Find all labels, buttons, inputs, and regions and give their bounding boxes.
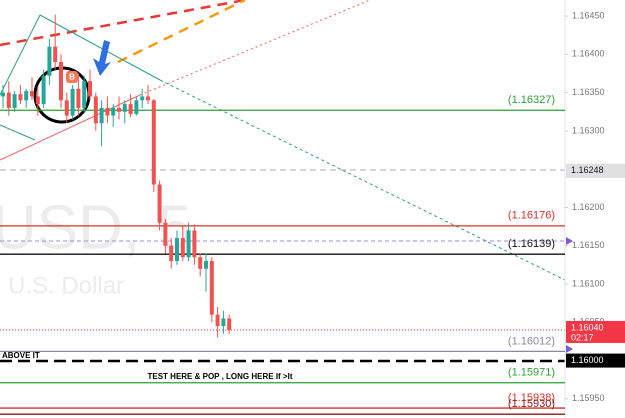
y-tick-label: 1.16350: [572, 87, 605, 97]
candle-body: [111, 107, 116, 116]
candle-body: [128, 104, 133, 115]
candle-body: [146, 96, 150, 101]
candle-body: [186, 230, 191, 258]
candle-body: [64, 100, 69, 116]
signal-badge: [66, 71, 78, 83]
trend-line: [39, 14, 161, 81]
candle-body: [41, 75, 46, 105]
y-tick-label: 1.16300: [572, 125, 605, 135]
price-marker-label: 1.16040: [571, 322, 604, 332]
candle-body: [99, 107, 104, 124]
y-tick-label: 1.16100: [572, 278, 605, 288]
candle-body: [192, 230, 197, 258]
trend-line: [117, 0, 246, 64]
trend-line: [0, 14, 41, 96]
watermark-subtitle: U.S. Dollar: [8, 272, 124, 299]
candle-body: [163, 222, 168, 246]
price-marker-label: 1.16248: [571, 165, 604, 175]
candle-body: [1, 92, 5, 97]
y-tick-label: 1.16450: [572, 10, 605, 20]
candle-body: [18, 94, 23, 101]
level-label: (1.15971): [508, 367, 555, 379]
signal-label: B: [69, 73, 75, 82]
candle-body: [198, 257, 203, 269]
y-tick-label: 1.16150: [572, 240, 605, 250]
candle-body: [204, 261, 208, 269]
price-marker: [566, 353, 625, 368]
candle-body: [122, 104, 127, 112]
candle-body: [134, 100, 139, 115]
candle-body: [117, 107, 121, 112]
alert-marker: [566, 237, 573, 245]
trend-line: [139, 0, 371, 96]
alert-marker: [566, 345, 573, 353]
level-label: (1.16327): [508, 94, 555, 106]
y-tick-label: 1.15950: [572, 393, 605, 403]
candle-body: [215, 314, 220, 327]
trend-line: [0, 94, 141, 161]
candle-body: [227, 318, 232, 330]
candle-body: [169, 245, 174, 262]
arrow: [93, 40, 111, 76]
price-marker-label: 1.16000: [571, 355, 604, 365]
annotation: TEST HERE & POP , LONG HERE If >It: [148, 372, 293, 381]
candle-body: [157, 184, 162, 223]
price-marker: [566, 163, 625, 178]
y-tick-label: 1.16400: [572, 49, 605, 59]
candle-body: [12, 94, 17, 108]
level-label: (1.15938): [508, 392, 555, 404]
candle-body: [105, 107, 110, 116]
candle-body: [53, 46, 58, 63]
annotation: ABOVE IT: [2, 351, 40, 360]
level-label: (1.16176): [508, 210, 555, 222]
candle-body: [209, 261, 214, 315]
price-countdown: 02:17: [571, 332, 594, 342]
candle-body: [70, 88, 75, 116]
candle-body: [24, 91, 29, 101]
candle-body: [30, 91, 34, 97]
candle-body: [47, 46, 52, 76]
level-label: (1.16139): [508, 238, 555, 250]
y-tick-label: 1.16200: [572, 202, 605, 212]
candle-body: [180, 238, 185, 258]
candle-body: [35, 96, 40, 105]
candle-body: [221, 318, 226, 327]
candle-body: [151, 100, 156, 185]
candle-body: [140, 96, 145, 101]
candle-body: [76, 88, 81, 108]
candle-body: [6, 92, 11, 108]
level-label: (1.16012): [508, 335, 555, 347]
watermark: USD, 5: [0, 193, 192, 262]
trend-line: [0, 124, 36, 141]
trend-line: [0, 0, 246, 47]
candle-body: [93, 96, 98, 124]
candle-body: [175, 238, 179, 262]
candle-body: [88, 81, 92, 97]
price-marker: [566, 320, 625, 343]
candle-body: [59, 62, 63, 101]
level-label: (1.15930): [508, 398, 555, 410]
candle-body: [82, 81, 87, 108]
